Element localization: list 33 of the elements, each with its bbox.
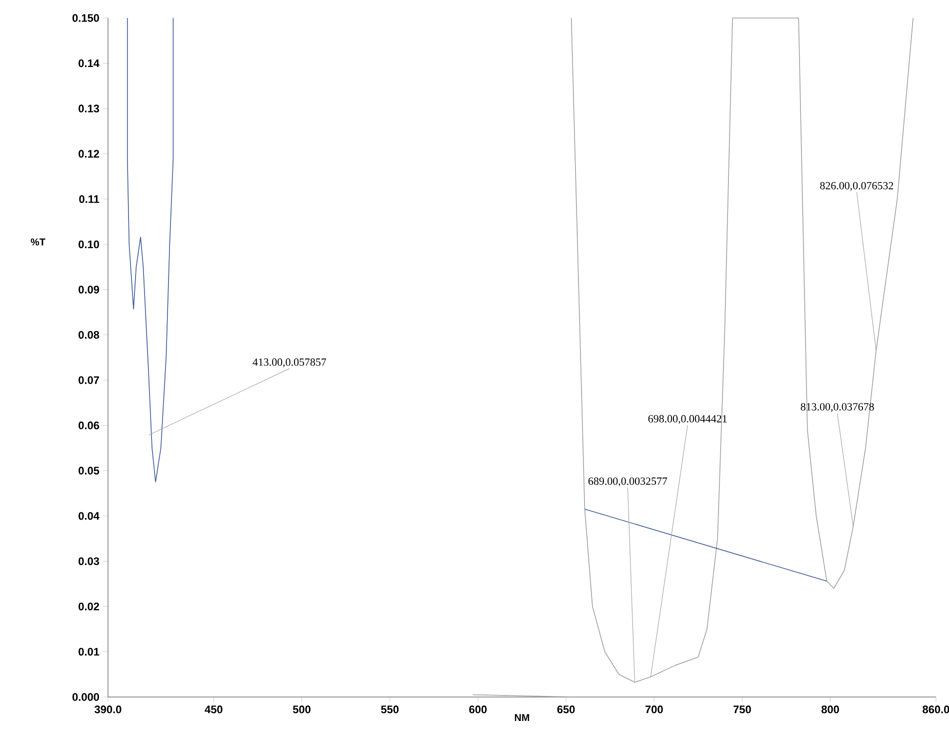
annotation: 826.00,0.076532 xyxy=(820,182,894,191)
x-tick-label: 800 xyxy=(822,706,839,714)
y-tick-label: 0.14 xyxy=(78,59,100,68)
y-tick-label: 0.150 xyxy=(72,14,100,22)
y-tick-label: 0.02 xyxy=(78,602,100,610)
x-tick-label: 600 xyxy=(469,706,487,714)
y-tick-label: 0.08 xyxy=(78,330,100,339)
annotation: 413.00,0.057857 xyxy=(252,358,326,368)
y-tick-label: 0.01 xyxy=(78,648,100,656)
x-tick-label: 390.0 xyxy=(94,706,122,714)
y-tick-label: 0.07 xyxy=(78,376,99,384)
y-tick-label: 0.12 xyxy=(78,150,100,158)
x-tick-label: 500 xyxy=(292,706,310,714)
y-tick-label: 0.09 xyxy=(78,286,100,294)
y-axis-title: %T xyxy=(30,238,46,246)
x-tick-label: 450 xyxy=(204,706,222,714)
y-tick-label: 0.06 xyxy=(78,422,100,430)
annotation: 698.00,0.0044421 xyxy=(648,415,727,424)
x-tick-label: 550 xyxy=(381,706,399,714)
y-tick-label: 0.13 xyxy=(78,104,100,112)
y-tick-label: 0.03 xyxy=(78,557,100,566)
y-tick-label: 0.04 xyxy=(78,512,100,520)
y-tick-label: 0.000 xyxy=(72,693,100,701)
y-tick-label: 0.10 xyxy=(78,240,100,248)
y-tick-label: 0.11 xyxy=(79,195,100,203)
x-tick-label: 650 xyxy=(557,706,575,714)
x-tick-label: 700 xyxy=(645,706,663,714)
x-tick-label: 860.0 xyxy=(922,706,949,714)
y-tick-label: 0.05 xyxy=(78,466,100,475)
x-tick-label: 750 xyxy=(734,706,751,714)
annotation: 689.00,0.0032577 xyxy=(588,477,668,486)
annotation: 813.00,0.037678 xyxy=(800,403,874,412)
x-axis-title: NM xyxy=(514,714,530,721)
